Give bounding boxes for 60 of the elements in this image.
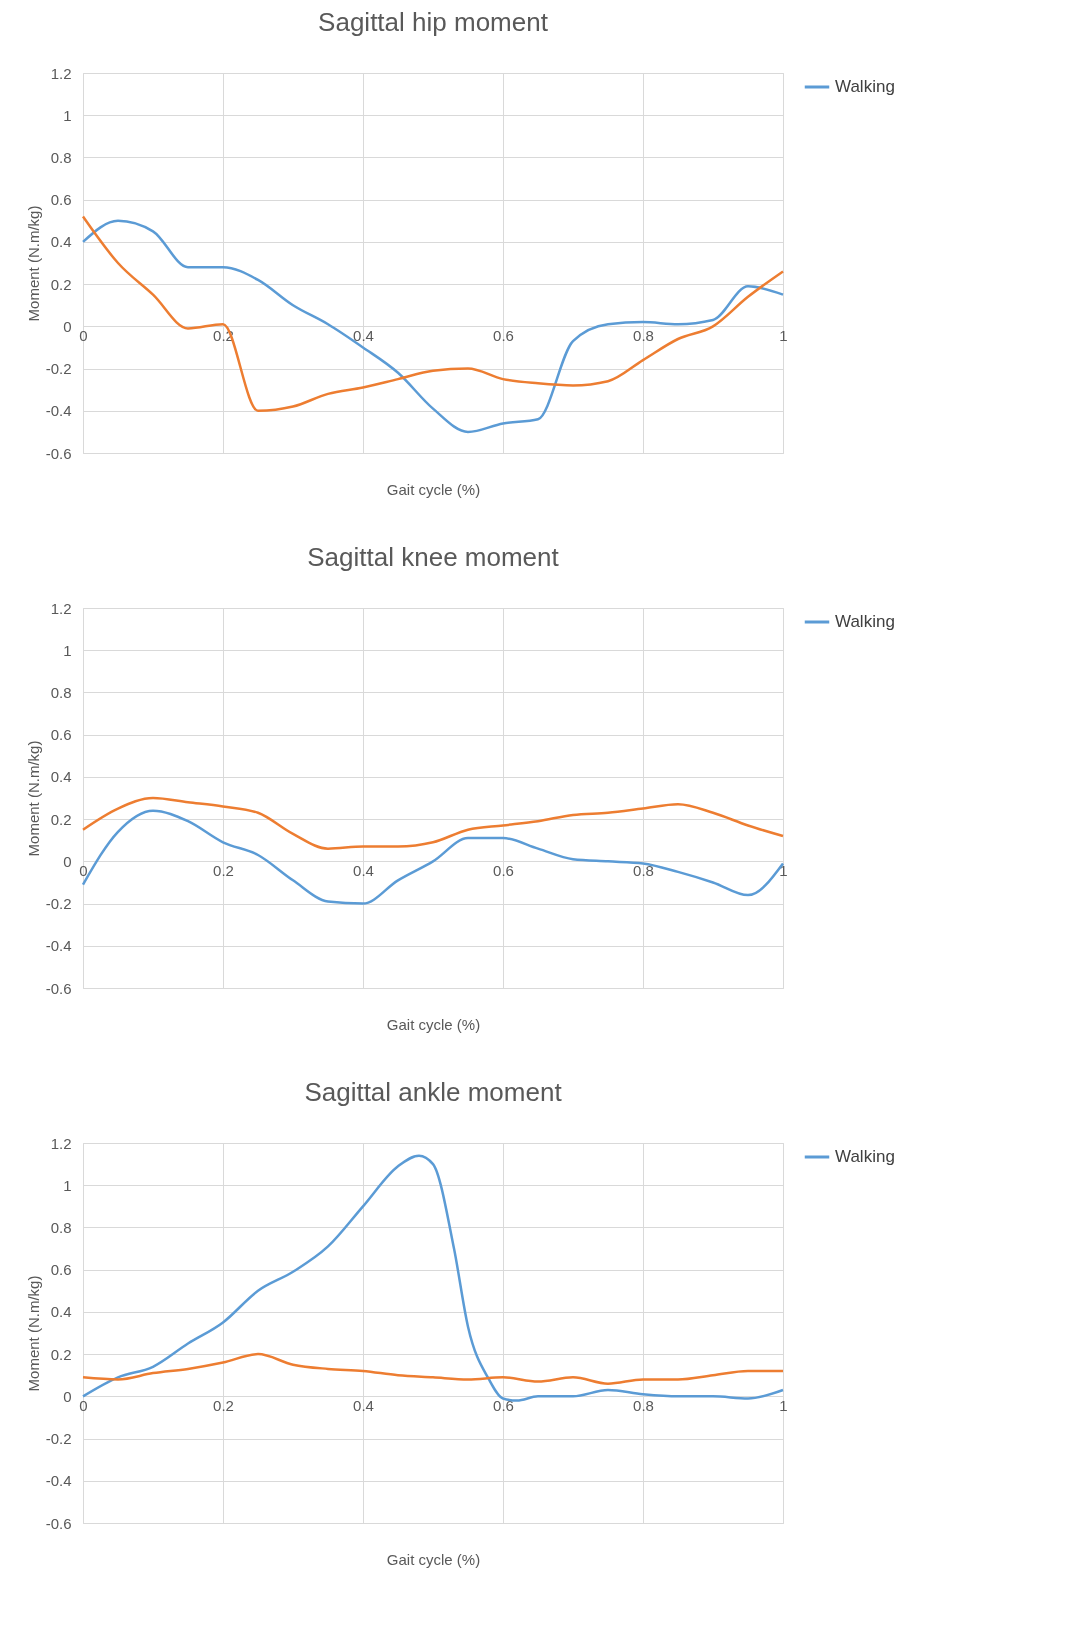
y-tick-label: -0.4	[45, 402, 72, 420]
x-tick-label: 0.6	[493, 861, 514, 879]
chart-title: Sagittal hip moment	[318, 7, 549, 37]
x-axis-title: Gait cycle (%)	[386, 1015, 481, 1033]
y-axis-title: Moment (N.m/kg)	[24, 1275, 42, 1392]
y-tick-label: 1	[63, 641, 72, 659]
line-series	[81, 796, 785, 850]
y-tick-label: 1.2	[50, 1134, 72, 1152]
y-axis-title: Moment (N.m/kg)	[24, 205, 42, 322]
legend-label: Walking	[835, 77, 895, 96]
y-tick-label: 0.8	[50, 1218, 72, 1236]
y-tick-label: -0.2	[45, 360, 72, 378]
y-tick-label: 0.2	[50, 810, 72, 828]
x-tick-label: 0.6	[493, 326, 514, 344]
y-tick-label: -0.6	[45, 979, 72, 997]
x-tick-label: 0	[79, 861, 88, 879]
x-tick-label: 0	[79, 1396, 88, 1414]
x-tick-label: 0.8	[633, 861, 654, 879]
x-tick-label: 0.4	[353, 1396, 374, 1414]
x-tick-label: 0.8	[633, 1396, 654, 1414]
y-tick-label: 1.2	[50, 599, 72, 617]
y-tick-label: 0.4	[50, 233, 72, 251]
y-tick-label: -0.2	[45, 895, 72, 913]
y-tick-label: 1	[63, 1176, 72, 1194]
y-tick-label: 1.2	[50, 64, 72, 82]
y-tick-label: 0.6	[50, 726, 72, 744]
x-tick-label: 1	[779, 326, 788, 344]
x-tick-label: 0.4	[353, 326, 374, 344]
y-axis-title: Moment (N.m/kg)	[24, 740, 42, 857]
y-tick-label: 0.6	[50, 191, 72, 209]
line-series	[81, 1352, 785, 1385]
y-tick-label: 0.4	[50, 1303, 72, 1321]
y-tick-label: -0.4	[45, 937, 72, 955]
x-tick-label: 1	[779, 1396, 788, 1414]
x-tick-label: 0.8	[633, 326, 654, 344]
y-tick-label: 0.4	[50, 768, 72, 786]
y-tick-label: -0.2	[45, 1430, 72, 1448]
y-tick-label: 0.8	[50, 683, 72, 701]
y-tick-label: -0.6	[45, 1514, 72, 1532]
y-tick-label: 0.2	[50, 275, 72, 293]
chart-title: Sagittal knee moment	[307, 542, 560, 572]
x-axis-title: Gait cycle (%)	[386, 480, 481, 498]
y-tick-label: 1	[63, 106, 72, 124]
x-tick-label: 1	[779, 861, 788, 879]
line-series	[81, 809, 785, 905]
x-tick-label: 0.6	[493, 1396, 514, 1414]
legend-label: Walking	[835, 612, 895, 631]
chart-title: Sagittal ankle moment	[304, 1077, 563, 1107]
y-tick-label: 0.2	[50, 1345, 72, 1363]
line-series	[81, 1154, 785, 1402]
x-tick-label: 0	[79, 326, 88, 344]
x-tick-label: 0.2	[213, 1396, 234, 1414]
y-tick-label: 0.6	[50, 1261, 72, 1279]
x-tick-label: 0.2	[213, 861, 234, 879]
y-tick-label: -0.6	[45, 444, 72, 462]
x-tick-label: 0.4	[353, 861, 374, 879]
legend-label: Walking	[835, 1147, 895, 1166]
y-tick-label: -0.4	[45, 1472, 72, 1490]
y-tick-label: 0.8	[50, 148, 72, 166]
x-axis-title: Gait cycle (%)	[386, 1550, 481, 1568]
